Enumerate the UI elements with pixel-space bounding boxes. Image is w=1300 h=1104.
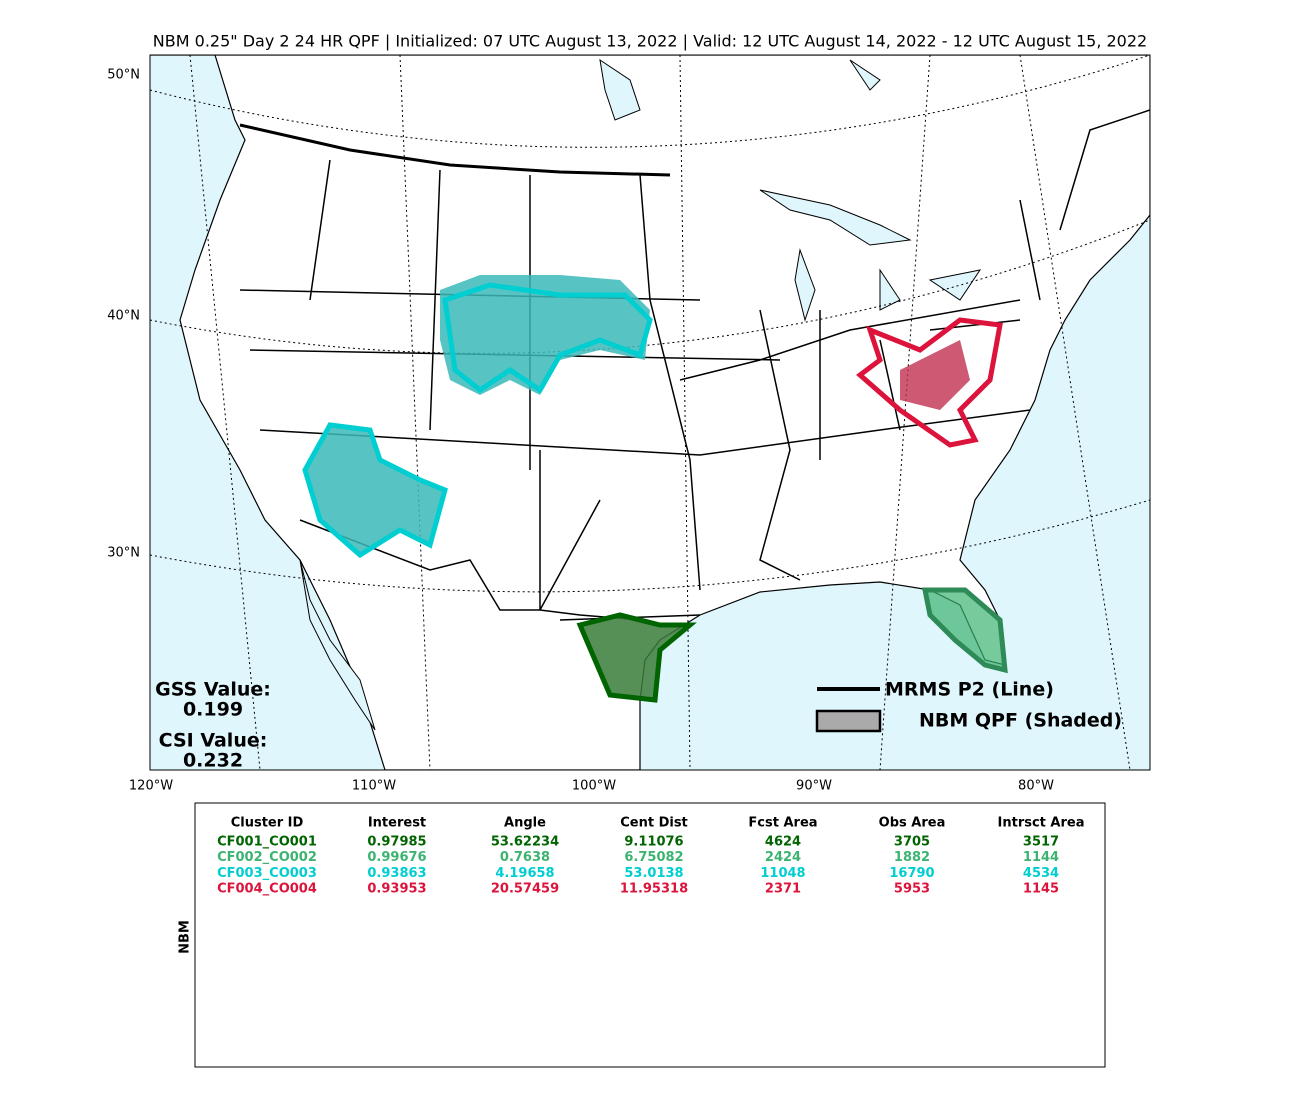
obs-cluster (921, 587, 1008, 674)
lon-label: 90°W (796, 779, 832, 794)
lat-label: 50°N (107, 68, 140, 83)
borders (239, 109, 1150, 621)
table-cell: 2371 (765, 882, 801, 897)
table-cell: 0.99676 (367, 850, 426, 865)
gulf-california (299, 559, 376, 731)
table-cell: 0.97985 (367, 835, 426, 850)
lat-label: 40°N (107, 309, 140, 324)
fcst-cluster (900, 340, 970, 410)
stat-value: 0.199 (183, 699, 243, 721)
obs-cluster (302, 422, 448, 559)
table-header: Interest (368, 816, 426, 831)
table-cell: 3705 (894, 835, 930, 850)
legend-swatch (815, 709, 882, 733)
lon-label: 80°W (1018, 779, 1054, 794)
table-frame (194, 802, 1106, 1068)
graticule (150, 55, 1150, 770)
table-cell: 0.93953 (367, 882, 426, 897)
table-header: Angle (504, 816, 546, 831)
table-cell: 1882 (894, 850, 930, 865)
table-cell: 0.7638 (500, 850, 550, 865)
table-header: Cluster ID (231, 816, 304, 831)
legend-label: NBM QPF (Shaded) (919, 710, 1122, 732)
table: Cluster ID Interest Angle Cent Dist Fcst Are… (217, 816, 1084, 897)
table-cell: 1144 (1023, 850, 1059, 865)
obs-cluster (442, 282, 653, 394)
table-cell: 16790 (889, 866, 934, 881)
stat-label: GSS Value: (155, 679, 271, 701)
table-cell: 3517 (1023, 835, 1059, 850)
stat-value: 0.232 (183, 750, 243, 772)
table-cell: 11048 (760, 866, 805, 881)
table-side-label: NBM (178, 920, 193, 954)
table-cell: 5953 (894, 882, 930, 897)
legend-label: MRMS P2 (Line) (885, 679, 1054, 701)
table-cell: 4624 (765, 835, 801, 850)
lon-label: 110°W (352, 779, 396, 794)
lon-label: 100°W (572, 779, 616, 794)
table-cell: CF004_CO004 (217, 882, 317, 897)
obs-cluster (856, 317, 1003, 448)
table-cell: CF002_CO002 (217, 850, 317, 865)
table-header: Obs Area (879, 816, 946, 831)
obs-cluster (576, 612, 697, 703)
table-cell: 4.19658 (495, 866, 554, 881)
lat-label: 30°N (107, 546, 140, 561)
table-header: Fcst Area (748, 816, 817, 831)
table-cell: 0.93863 (367, 866, 426, 881)
fcst-cluster (440, 275, 650, 395)
table-cell: 2424 (765, 850, 801, 865)
lon-label: 120°W (129, 779, 173, 794)
table-cell: 53.0138 (624, 866, 683, 881)
title: NBM 0.25" Day 2 24 HR QPF | Initialized:… (153, 32, 1147, 51)
table-cell: 20.57459 (491, 882, 559, 897)
table-cell: 4534 (1023, 866, 1059, 881)
map-frame (149, 54, 1151, 771)
table-header: Intrsct Area (998, 816, 1085, 831)
table-header: Cent Dist (620, 816, 688, 831)
stat-label: CSI Value: (159, 730, 268, 752)
land (150, 55, 1150, 770)
axis-labels: 50°N 40°N 30°N 120°W 110°W 100°W 90°W 80… (107, 68, 1054, 794)
table-cell: CF001_CO001 (217, 835, 317, 850)
table-cell: 53.62234 (491, 835, 559, 850)
table-cell: CF003_CO003 (217, 866, 317, 881)
table-cell: 1145 (1023, 882, 1059, 897)
map: GSS Value: 0.199 CSI Value: 0.232 MRMS P… (150, 55, 1150, 772)
table-cell: 9.11076 (624, 835, 683, 850)
lakes (599, 58, 982, 322)
clusters (302, 275, 1008, 703)
table-cell: 6.75082 (624, 850, 683, 865)
table-cell: 11.95318 (620, 882, 688, 897)
